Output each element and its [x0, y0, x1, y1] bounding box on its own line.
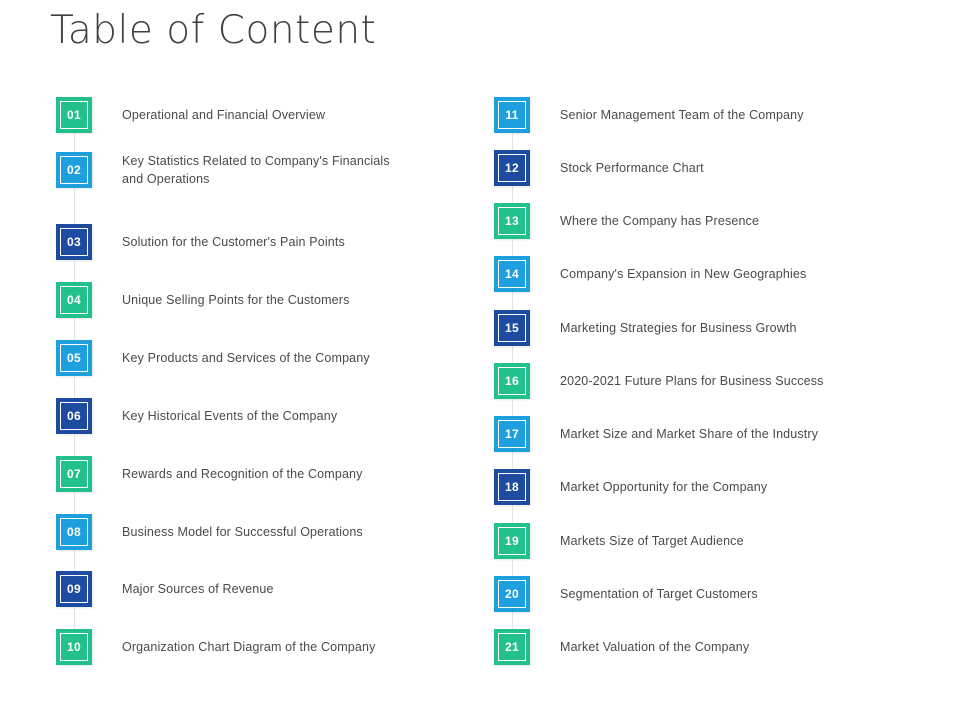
toc-item-label: Market Size and Market Share of the Indu…	[560, 426, 819, 441]
toc-item-number-badge: 05	[56, 340, 92, 376]
toc-item-number: 02	[67, 163, 81, 178]
toc-item-number-badge: 18	[494, 469, 530, 505]
toc-item-label: Operational and Financial Overview	[122, 107, 326, 122]
toc-item-number-badge: 07	[56, 456, 92, 492]
toc-item-number-badge: 21	[494, 629, 530, 665]
toc-item-label: 2020-2021 Future Plans for Business Succ…	[560, 373, 824, 388]
toc-item[interactable]: 09 Major Sources of Revenue	[56, 571, 274, 607]
toc-item-number-badge: 03	[56, 224, 92, 260]
toc-item-number: 20	[505, 587, 519, 601]
toc-item-number: 21	[505, 640, 519, 654]
toc-item-label: Organization Chart Diagram of the Compan…	[122, 639, 376, 654]
toc-item[interactable]: 04 Unique Selling Points for the Customer…	[56, 282, 350, 318]
toc-item-label: Rewards and Recognition of the Company	[122, 466, 363, 481]
toc-item[interactable]: 13 Where the Company has Presence	[494, 203, 759, 239]
toc-item[interactable]: 15 Marketing Strategies for Business Grow…	[494, 310, 797, 346]
toc-item[interactable]: 02 Key Statistics Related to Company's Fi…	[56, 152, 390, 189]
toc-item-number-badge: 02	[56, 152, 92, 189]
toc-item-number-badge: 17	[494, 416, 530, 452]
toc-item-number-badge: 04	[56, 282, 92, 318]
toc-item-number: 11	[505, 108, 519, 122]
toc-item-number: 17	[505, 427, 519, 441]
toc-item-number: 12	[505, 161, 519, 175]
toc-item-label: Key Products and Services of the Company	[122, 350, 370, 365]
toc-item-number: 04	[67, 293, 81, 307]
toc-item[interactable]: 05 Key Products and Services of the Compa…	[56, 340, 370, 376]
toc-item-number-badge: 19	[494, 523, 530, 559]
toc-item[interactable]: 08 Business Model for Successful Operatio…	[56, 514, 363, 550]
toc-item-number: 16	[505, 374, 519, 388]
toc-item-number: 08	[67, 525, 81, 539]
toc-item-label: Unique Selling Points for the Customers	[122, 292, 350, 307]
toc-item-number: 19	[505, 534, 519, 548]
toc-item-number-badge: 16	[494, 363, 530, 399]
toc-item-label: Market Valuation of the Company	[560, 639, 750, 654]
toc-item-number-badge: 13	[494, 203, 530, 239]
toc-item-label: Solution for the Customer's Pain Points	[122, 234, 345, 249]
toc-item-label: Where the Company has Presence	[560, 213, 760, 228]
toc-item-number-badge: 11	[494, 97, 530, 133]
toc-item-number-badge: 10	[56, 629, 92, 665]
toc-item-number: 03	[67, 235, 81, 249]
toc-item-number: 06	[67, 409, 81, 423]
toc-item-label: Segmentation of Target Customers	[560, 586, 758, 601]
toc-item-number: 15	[505, 321, 519, 335]
toc-item[interactable]: 03 Solution for the Customer's Pain Point…	[56, 224, 345, 260]
toc-item-number: 01	[67, 108, 81, 122]
toc-item-number: 18	[505, 480, 519, 494]
toc-item-label: Business Model for Successful Operations	[122, 524, 363, 539]
toc-item-number-badge: 09	[56, 571, 92, 607]
toc-item-label: Key Historical Events of the Company	[122, 408, 338, 423]
toc-item-number: 05	[67, 351, 81, 365]
toc-item[interactable]: 19 Markets Size of Target Audience	[494, 523, 744, 559]
toc-item[interactable]: 07 Rewards and Recognition of the Company	[56, 456, 363, 492]
toc-item[interactable]: 11 Senior Management Team of the Company	[494, 97, 804, 133]
toc-item-number: 14	[505, 267, 519, 281]
toc-item-number: 07	[67, 467, 81, 481]
toc-item-number-badge: 01	[56, 97, 92, 133]
toc-item-label: Stock Performance Chart	[560, 160, 704, 175]
toc-item[interactable]: 18 Market Opportunity for the Company	[494, 469, 767, 505]
toc-item-number: 13	[505, 214, 519, 228]
connector-line	[74, 126, 75, 656]
toc-item-number: 09	[67, 582, 81, 596]
toc-item-number-badge: 12	[494, 150, 530, 186]
toc-item[interactable]: 12 Stock Performance Chart	[494, 150, 704, 186]
toc-item-number-badge: 20	[494, 576, 530, 612]
toc-item-label: Marketing Strategies for Business Growth	[560, 320, 797, 335]
toc-item-number-badge: 14	[494, 256, 530, 292]
toc-item-label: Major Sources of Revenue	[122, 581, 274, 596]
toc-item[interactable]: 06 Key Historical Events of the Company	[56, 398, 337, 434]
toc-item-number-badge: 08	[56, 514, 92, 550]
toc-item-label: Senior Management Team of the Company	[560, 107, 804, 122]
toc-item-label: Company's Expansion in New Geographies	[560, 266, 807, 281]
toc-item-label: Key Statistics Related to Company's Fina…	[122, 154, 390, 187]
toc-item[interactable]: 10 Organization Chart Diagram of the Comp…	[56, 629, 376, 665]
toc-item[interactable]: 17 Market Size and Market Share of the In…	[494, 416, 818, 452]
toc-item[interactable]: 16 2020-2021 Future Plans for Business Su…	[494, 363, 824, 399]
toc-item[interactable]: 20 Segmentation of Target Customers	[494, 576, 758, 612]
page-title: Table of Content	[50, 8, 377, 53]
toc-item[interactable]: 21 Market Valuation of the Company	[494, 629, 749, 665]
toc-item[interactable]: 14 Company's Expansion in New Geographies	[494, 256, 806, 292]
toc-item-number: 10	[67, 640, 81, 654]
toc-item-number-badge: 15	[494, 310, 530, 346]
toc-item-label: Markets Size of Target Audience	[560, 533, 744, 548]
toc-item-number-badge: 06	[56, 398, 92, 434]
toc-item[interactable]: 01 Operational and Financial Overview	[56, 97, 325, 133]
toc-item-label: Market Opportunity for the Company	[560, 479, 768, 494]
